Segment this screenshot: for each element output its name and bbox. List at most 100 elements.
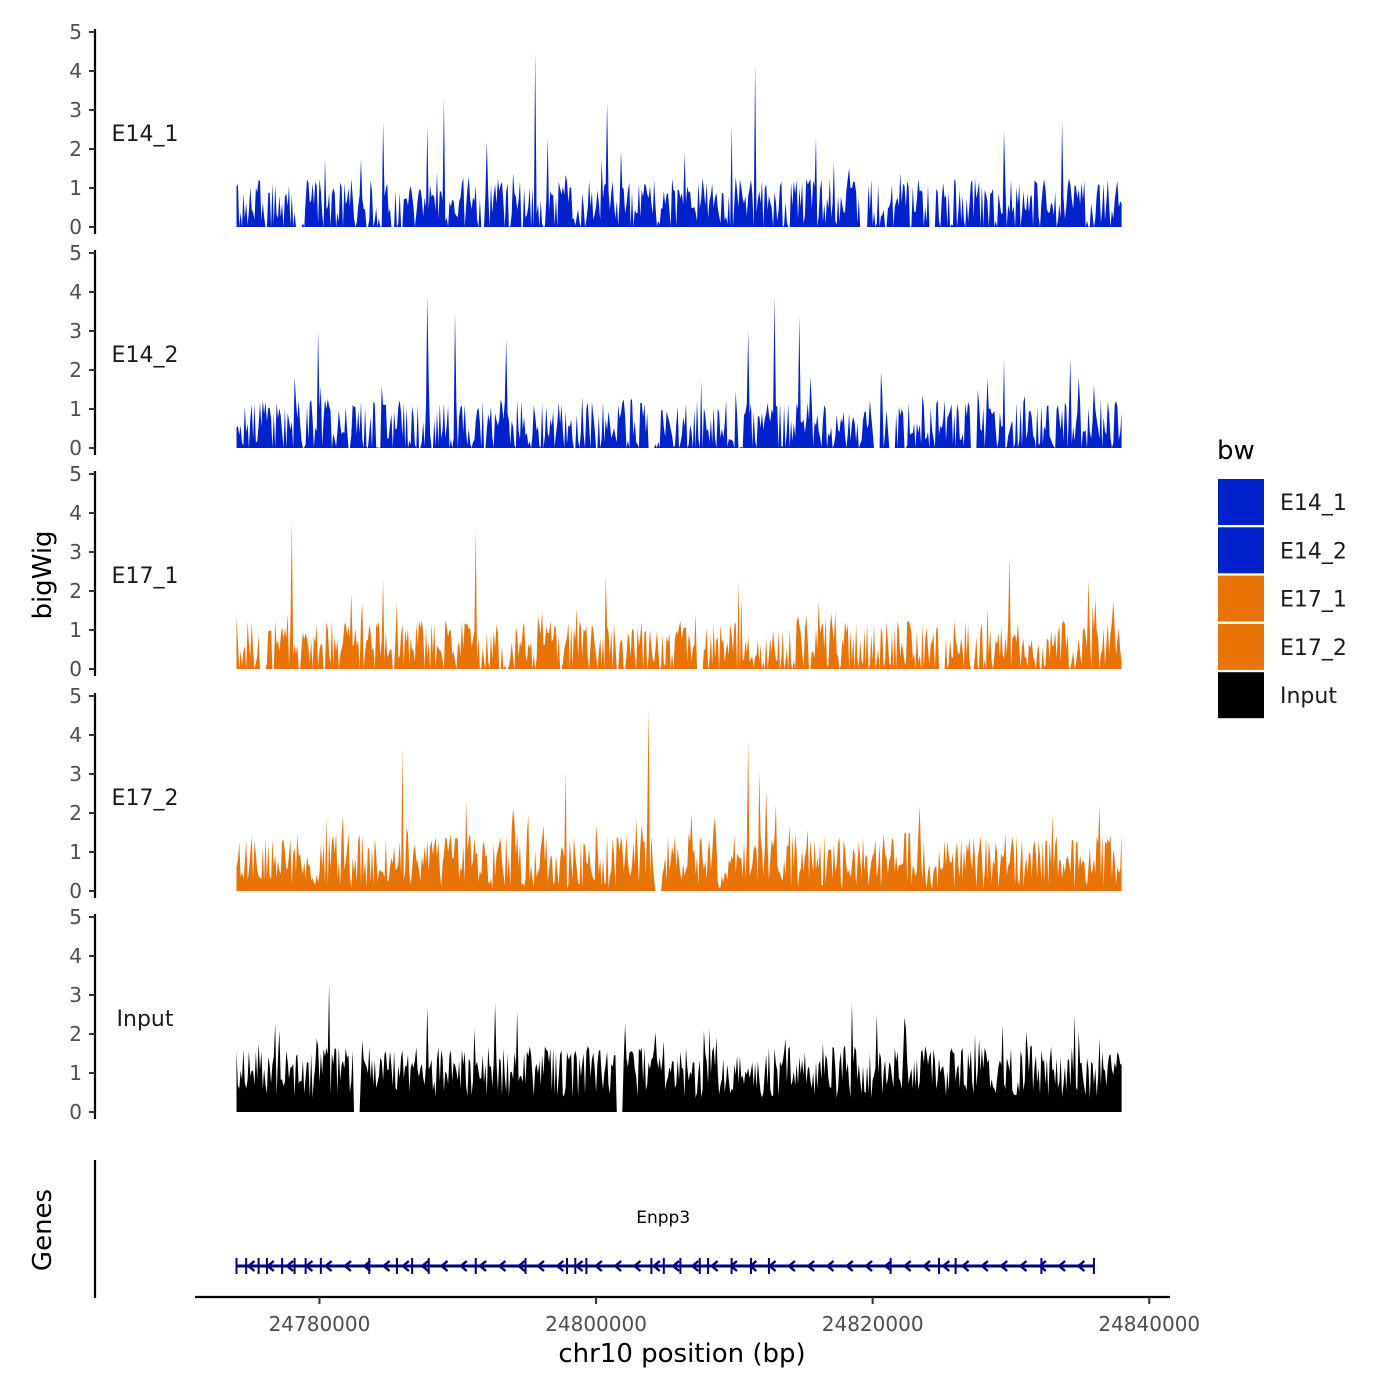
- y-tick-label: 3: [69, 98, 82, 122]
- signal-area-e14-1: [236, 51, 1122, 227]
- strand-arrow: [825, 1260, 835, 1272]
- tracks-layer: [236, 51, 1122, 1112]
- strand-arrow: [555, 1260, 565, 1272]
- exon-mark: [319, 1258, 322, 1274]
- strand-arrow: [516, 1260, 526, 1272]
- exon-mark: [698, 1258, 701, 1274]
- exon-mark: [650, 1258, 653, 1274]
- legend-label: E14_2: [1280, 539, 1347, 564]
- strand-arrow: [536, 1260, 545, 1272]
- strand-arrow: [980, 1260, 989, 1272]
- strand-arrow: [709, 1260, 719, 1272]
- strand-arrow: [420, 1260, 429, 1272]
- legend-swatch: [1218, 575, 1264, 622]
- y-tick-label: 1: [69, 397, 82, 421]
- y-tick-label: 2: [69, 358, 82, 382]
- y-tick-label: 2: [69, 137, 82, 161]
- exon-mark: [566, 1258, 569, 1274]
- signal-area-e14-2: [236, 295, 1122, 448]
- y-axis-title: bigWig: [28, 530, 58, 619]
- strand-arrow: [787, 1260, 796, 1272]
- exon-mark: [257, 1258, 260, 1274]
- exon-mark: [245, 1258, 248, 1274]
- exon-mark: [265, 1258, 268, 1274]
- y-tick-label: 5: [69, 684, 82, 708]
- legend-label: E14_1: [1280, 491, 1347, 516]
- labels-layer: E14_1 E14_2 E17_1 E17_2 Input: [112, 122, 179, 1032]
- exon-mark: [1092, 1258, 1095, 1274]
- signal-area-e17-2: [236, 707, 1122, 891]
- y-tick-label: 4: [69, 280, 82, 304]
- y-tick-label: 1: [69, 840, 82, 864]
- exon-mark: [474, 1258, 477, 1274]
- strand-arrow: [1037, 1260, 1047, 1272]
- track-label: E17_1: [112, 564, 179, 589]
- strand-arrow: [902, 1260, 912, 1272]
- exon-mark: [662, 1258, 665, 1274]
- y-tick-label: 1: [69, 618, 82, 642]
- y-tick-label: 5: [69, 241, 82, 265]
- y-tick-label: 4: [69, 501, 82, 525]
- y-tick-label: 3: [69, 319, 82, 343]
- strand-arrow: [574, 1260, 584, 1272]
- x-axis-title: chr10 position (bp): [558, 1339, 805, 1369]
- genes-axis-title: Genes: [28, 1189, 58, 1271]
- y-tick-label: 1: [69, 1061, 82, 1085]
- y-tick-label: 4: [69, 723, 82, 747]
- strand-arrow: [439, 1260, 449, 1272]
- legend-swatch: [1218, 527, 1264, 574]
- legend-label: E17_2: [1280, 636, 1347, 661]
- x-tick-label: 24840000: [1098, 1312, 1200, 1336]
- x-tick-label: 24780000: [269, 1312, 371, 1336]
- exon-mark: [730, 1258, 733, 1274]
- strand-arrow: [381, 1260, 391, 1272]
- strand-arrow: [497, 1260, 507, 1272]
- exon-mark: [1040, 1258, 1043, 1274]
- exon-mark: [679, 1258, 682, 1274]
- exon-mark: [574, 1258, 577, 1274]
- strand-arrow: [1076, 1260, 1086, 1272]
- exon-mark: [749, 1258, 752, 1274]
- legend-title: bw: [1217, 436, 1255, 466]
- exon-mark: [889, 1258, 892, 1274]
- signal-area-e17-1: [236, 520, 1122, 669]
- y-tick-label: 0: [69, 1100, 82, 1124]
- legend-swatch: [1218, 479, 1264, 525]
- y-tick-label: 5: [69, 20, 82, 44]
- strand-arrow: [285, 1260, 294, 1272]
- exon-mark: [281, 1258, 284, 1274]
- strand-arrow: [478, 1260, 487, 1272]
- track-label: E17_2: [112, 786, 179, 811]
- legend-label: E17_1: [1280, 588, 1347, 613]
- strand-arrow: [960, 1260, 970, 1272]
- exon-mark: [954, 1258, 957, 1274]
- strand-arrow: [632, 1260, 642, 1272]
- exon-mark: [411, 1258, 414, 1274]
- y-tick-label: 3: [69, 762, 82, 786]
- y-tick-label: 2: [69, 1022, 82, 1046]
- exon-mark: [427, 1258, 430, 1274]
- strand-arrow: [613, 1260, 622, 1272]
- exon-mark: [293, 1258, 296, 1274]
- strand-arrow: [864, 1260, 873, 1272]
- exon-mark: [707, 1258, 710, 1274]
- track-label: E14_2: [112, 343, 179, 368]
- legend-swatch: [1218, 672, 1264, 719]
- legend-swatch: [1218, 623, 1264, 670]
- strand-arrow: [343, 1260, 352, 1272]
- y-tick-label: 0: [69, 879, 82, 903]
- y-tick-label: 0: [69, 657, 82, 681]
- legend: bw E14_1 E14_2 E17_1 E17_2 Input: [1217, 436, 1347, 719]
- legend-label: Input: [1280, 684, 1337, 709]
- exon-mark: [767, 1258, 770, 1274]
- genes-layer: Enpp3: [93, 1160, 1095, 1298]
- x-tick-label: 24820000: [822, 1312, 924, 1336]
- exon-mark: [368, 1258, 371, 1274]
- x-tick-label: 24800000: [545, 1312, 647, 1336]
- y-tick-label: 2: [69, 579, 82, 603]
- strand-arrow: [806, 1260, 815, 1272]
- y-tick-label: 3: [69, 540, 82, 564]
- strand-arrow: [401, 1260, 410, 1272]
- strand-arrow: [844, 1260, 854, 1272]
